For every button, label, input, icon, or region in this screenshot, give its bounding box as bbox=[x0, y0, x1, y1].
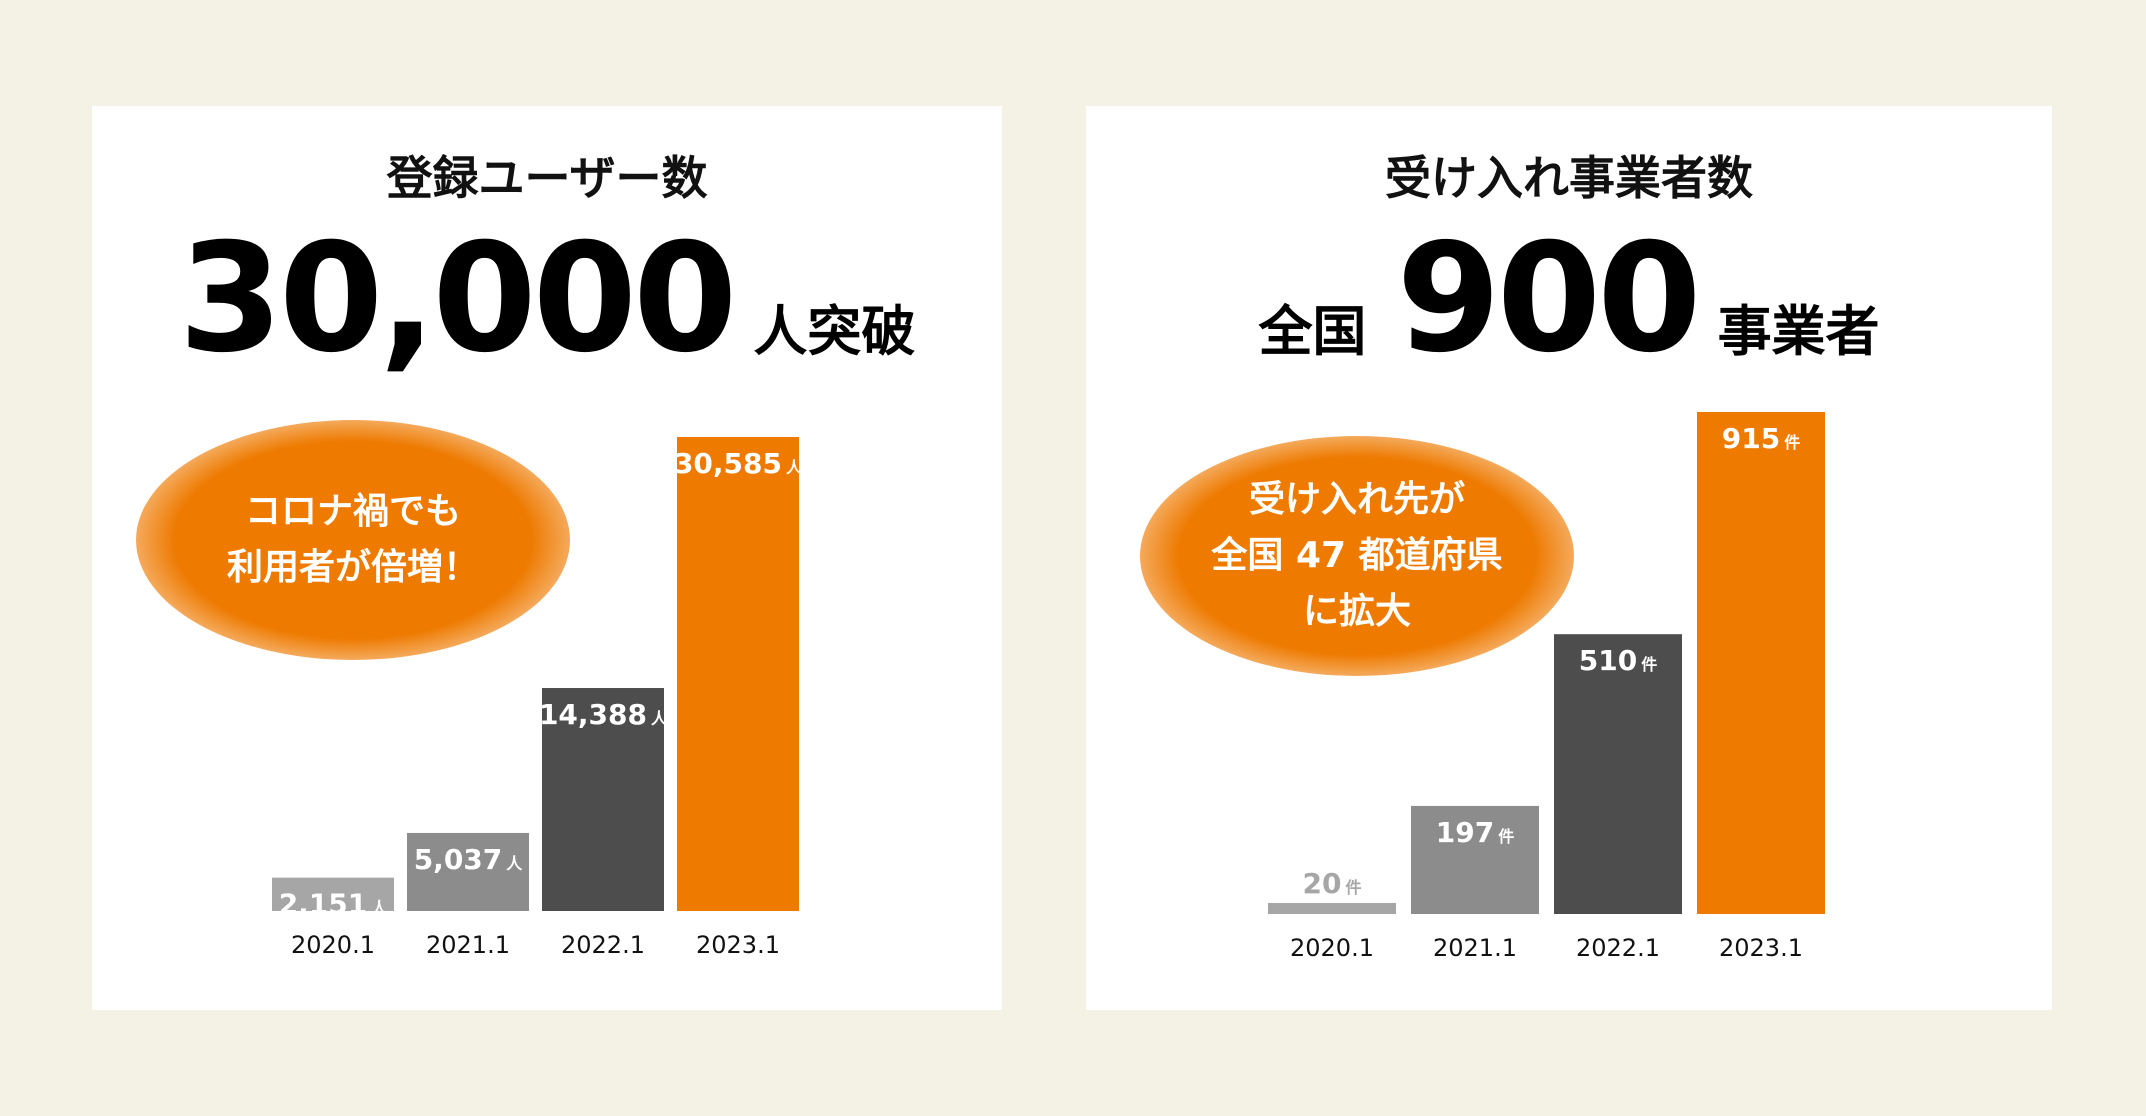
data-label-value: 915 bbox=[1722, 422, 1780, 455]
bar bbox=[1697, 412, 1825, 914]
callout-text: コロナ禍でも 利用者が倍増！ bbox=[226, 491, 479, 588]
headline-prefix: 全国 bbox=[1258, 300, 1367, 363]
data-label-value: 2,151 bbox=[279, 888, 368, 921]
data-label-unit: 人 bbox=[786, 458, 803, 477]
callout-ellipse: コロナ禍でも 利用者が倍増！ bbox=[136, 420, 570, 660]
data-label-value: 14,388 bbox=[539, 698, 647, 731]
data-label-value: 5,037 bbox=[414, 843, 503, 876]
headline-suffix: 人突破 bbox=[753, 300, 916, 363]
x-tick-label: 2020.1 bbox=[291, 931, 375, 959]
headline-number: 900 bbox=[1396, 212, 1701, 386]
panel-title: 登録ユーザー数 bbox=[386, 151, 708, 205]
headline: 全国 900 事業者 bbox=[1086, 224, 2052, 374]
bar bbox=[1268, 903, 1396, 914]
data-label: 510 件 bbox=[1579, 644, 1657, 677]
data-label-unit: 件 bbox=[1784, 433, 1800, 452]
data-label: 2,151 人 bbox=[279, 888, 389, 921]
data-label-unit: 人 bbox=[371, 899, 388, 918]
bar bbox=[407, 832, 529, 911]
callout-ellipse: 受け入れ先が 全国 47 都道府県 に拡大 bbox=[1140, 436, 1574, 676]
registered-users-panel: 登録ユーザー数 30,000 人突破 コロナ禍でも 利用者が倍増！ 2,151 人 2… bbox=[92, 106, 1002, 1010]
x-tick-label: 2021.1 bbox=[426, 931, 510, 959]
data-label-value: 30,585 bbox=[674, 447, 782, 480]
data-label: 5,037 人 bbox=[414, 843, 524, 876]
data-label-unit: 件 bbox=[1498, 827, 1514, 846]
x-tick-label: 2022.1 bbox=[1576, 934, 1660, 962]
x-tick-label: 2022.1 bbox=[561, 931, 645, 959]
bar bbox=[1554, 634, 1682, 914]
x-tick-label: 2023.1 bbox=[1719, 934, 1803, 962]
bar bbox=[542, 688, 664, 911]
data-label: 915 件 bbox=[1722, 422, 1800, 455]
data-label-unit: 人 bbox=[506, 854, 523, 873]
data-label: 30,585 人 bbox=[674, 447, 803, 480]
bar bbox=[272, 877, 394, 911]
data-label: 197 件 bbox=[1436, 816, 1514, 849]
data-label-value: 197 bbox=[1436, 816, 1494, 849]
data-label-unit: 人 bbox=[651, 709, 668, 728]
panel-title: 受け入れ事業者数 bbox=[1385, 151, 1753, 205]
x-tick-label: 2020.1 bbox=[1290, 934, 1374, 962]
businesses-panel: 受け入れ事業者数 全国 900 事業者 受け入れ先が 全国 47 都道府県 に拡大 … bbox=[1086, 106, 2052, 1010]
data-label: 20 件 bbox=[1303, 867, 1362, 900]
data-label: 14,388 人 bbox=[539, 698, 668, 731]
headline-number: 30,000 bbox=[178, 212, 738, 386]
data-label-value: 20 bbox=[1303, 867, 1342, 900]
headline: 30,000 人突破 bbox=[92, 224, 1002, 374]
x-tick-label: 2021.1 bbox=[1433, 934, 1517, 962]
data-label-value: 510 bbox=[1579, 644, 1637, 677]
bar bbox=[677, 437, 799, 911]
headline-suffix: 事業者 bbox=[1717, 300, 1880, 363]
bar bbox=[1411, 805, 1539, 914]
data-label-unit: 件 bbox=[1641, 655, 1657, 674]
data-label-unit: 件 bbox=[1345, 878, 1361, 897]
x-tick-label: 2023.1 bbox=[696, 931, 780, 959]
callout-text: 受け入れ先が 全国 47 都道府県 に拡大 bbox=[1211, 479, 1503, 632]
